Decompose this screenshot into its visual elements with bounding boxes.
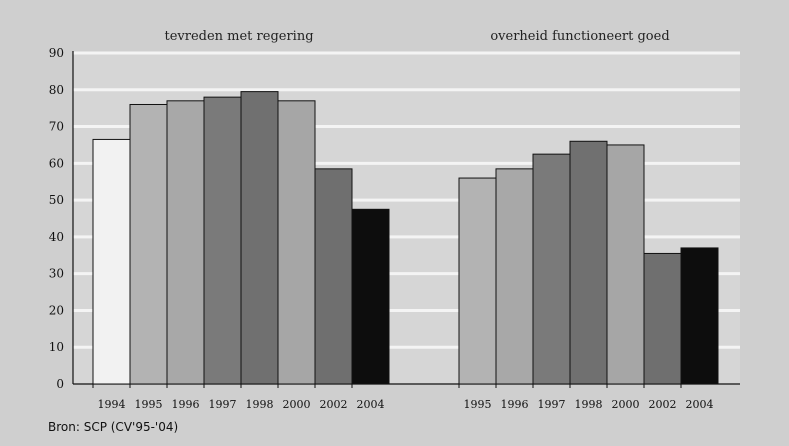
bar [351, 208, 390, 385]
bar [129, 103, 168, 385]
y-tick-label: 0 [56, 377, 64, 391]
x-tick-label: 2004 [686, 398, 714, 411]
bar [314, 168, 353, 385]
bar [458, 177, 497, 385]
x-tick-label: 1995 [135, 398, 163, 411]
bar [203, 96, 242, 385]
x-tick-label: 1997 [538, 398, 566, 411]
x-tick-label: 1997 [209, 398, 237, 411]
panel-title: overheid functioneert goed [490, 29, 669, 44]
x-tick-label: 2002 [320, 398, 348, 411]
y-tick-label: 90 [49, 46, 64, 60]
x-tick-label: 2004 [357, 398, 385, 411]
bar [643, 252, 682, 385]
bar [495, 168, 534, 385]
y-tick-label: 20 [49, 303, 64, 317]
bar [277, 100, 316, 385]
x-tick-label: 1998 [575, 398, 603, 411]
source-note: Bron: SCP (CV'95-'04) [48, 420, 179, 434]
y-tick-label: 10 [49, 340, 64, 354]
x-tick-label: 1994 [98, 398, 126, 411]
bar [166, 100, 205, 385]
bar [680, 247, 719, 385]
y-tick-label: 60 [49, 156, 64, 170]
y-tick-label: 70 [49, 120, 64, 134]
x-tick-label: 2000 [612, 398, 640, 411]
bar [92, 138, 131, 385]
bar [240, 91, 279, 385]
y-tick-label: 40 [49, 230, 64, 244]
bar [532, 153, 571, 385]
y-tick-label: 80 [49, 83, 64, 97]
x-tick-label: 1998 [246, 398, 274, 411]
x-tick-label: 1995 [464, 398, 492, 411]
bar [569, 140, 608, 385]
x-tick-label: 2000 [283, 398, 311, 411]
bar [606, 144, 645, 385]
x-tick-label: 2002 [649, 398, 677, 411]
panel-title: tevreden met regering [164, 29, 313, 44]
y-tick-label: 50 [49, 193, 64, 207]
y-tick-label: 30 [49, 267, 64, 281]
x-tick-label: 1996 [172, 398, 200, 411]
x-tick-label: 1996 [501, 398, 529, 411]
